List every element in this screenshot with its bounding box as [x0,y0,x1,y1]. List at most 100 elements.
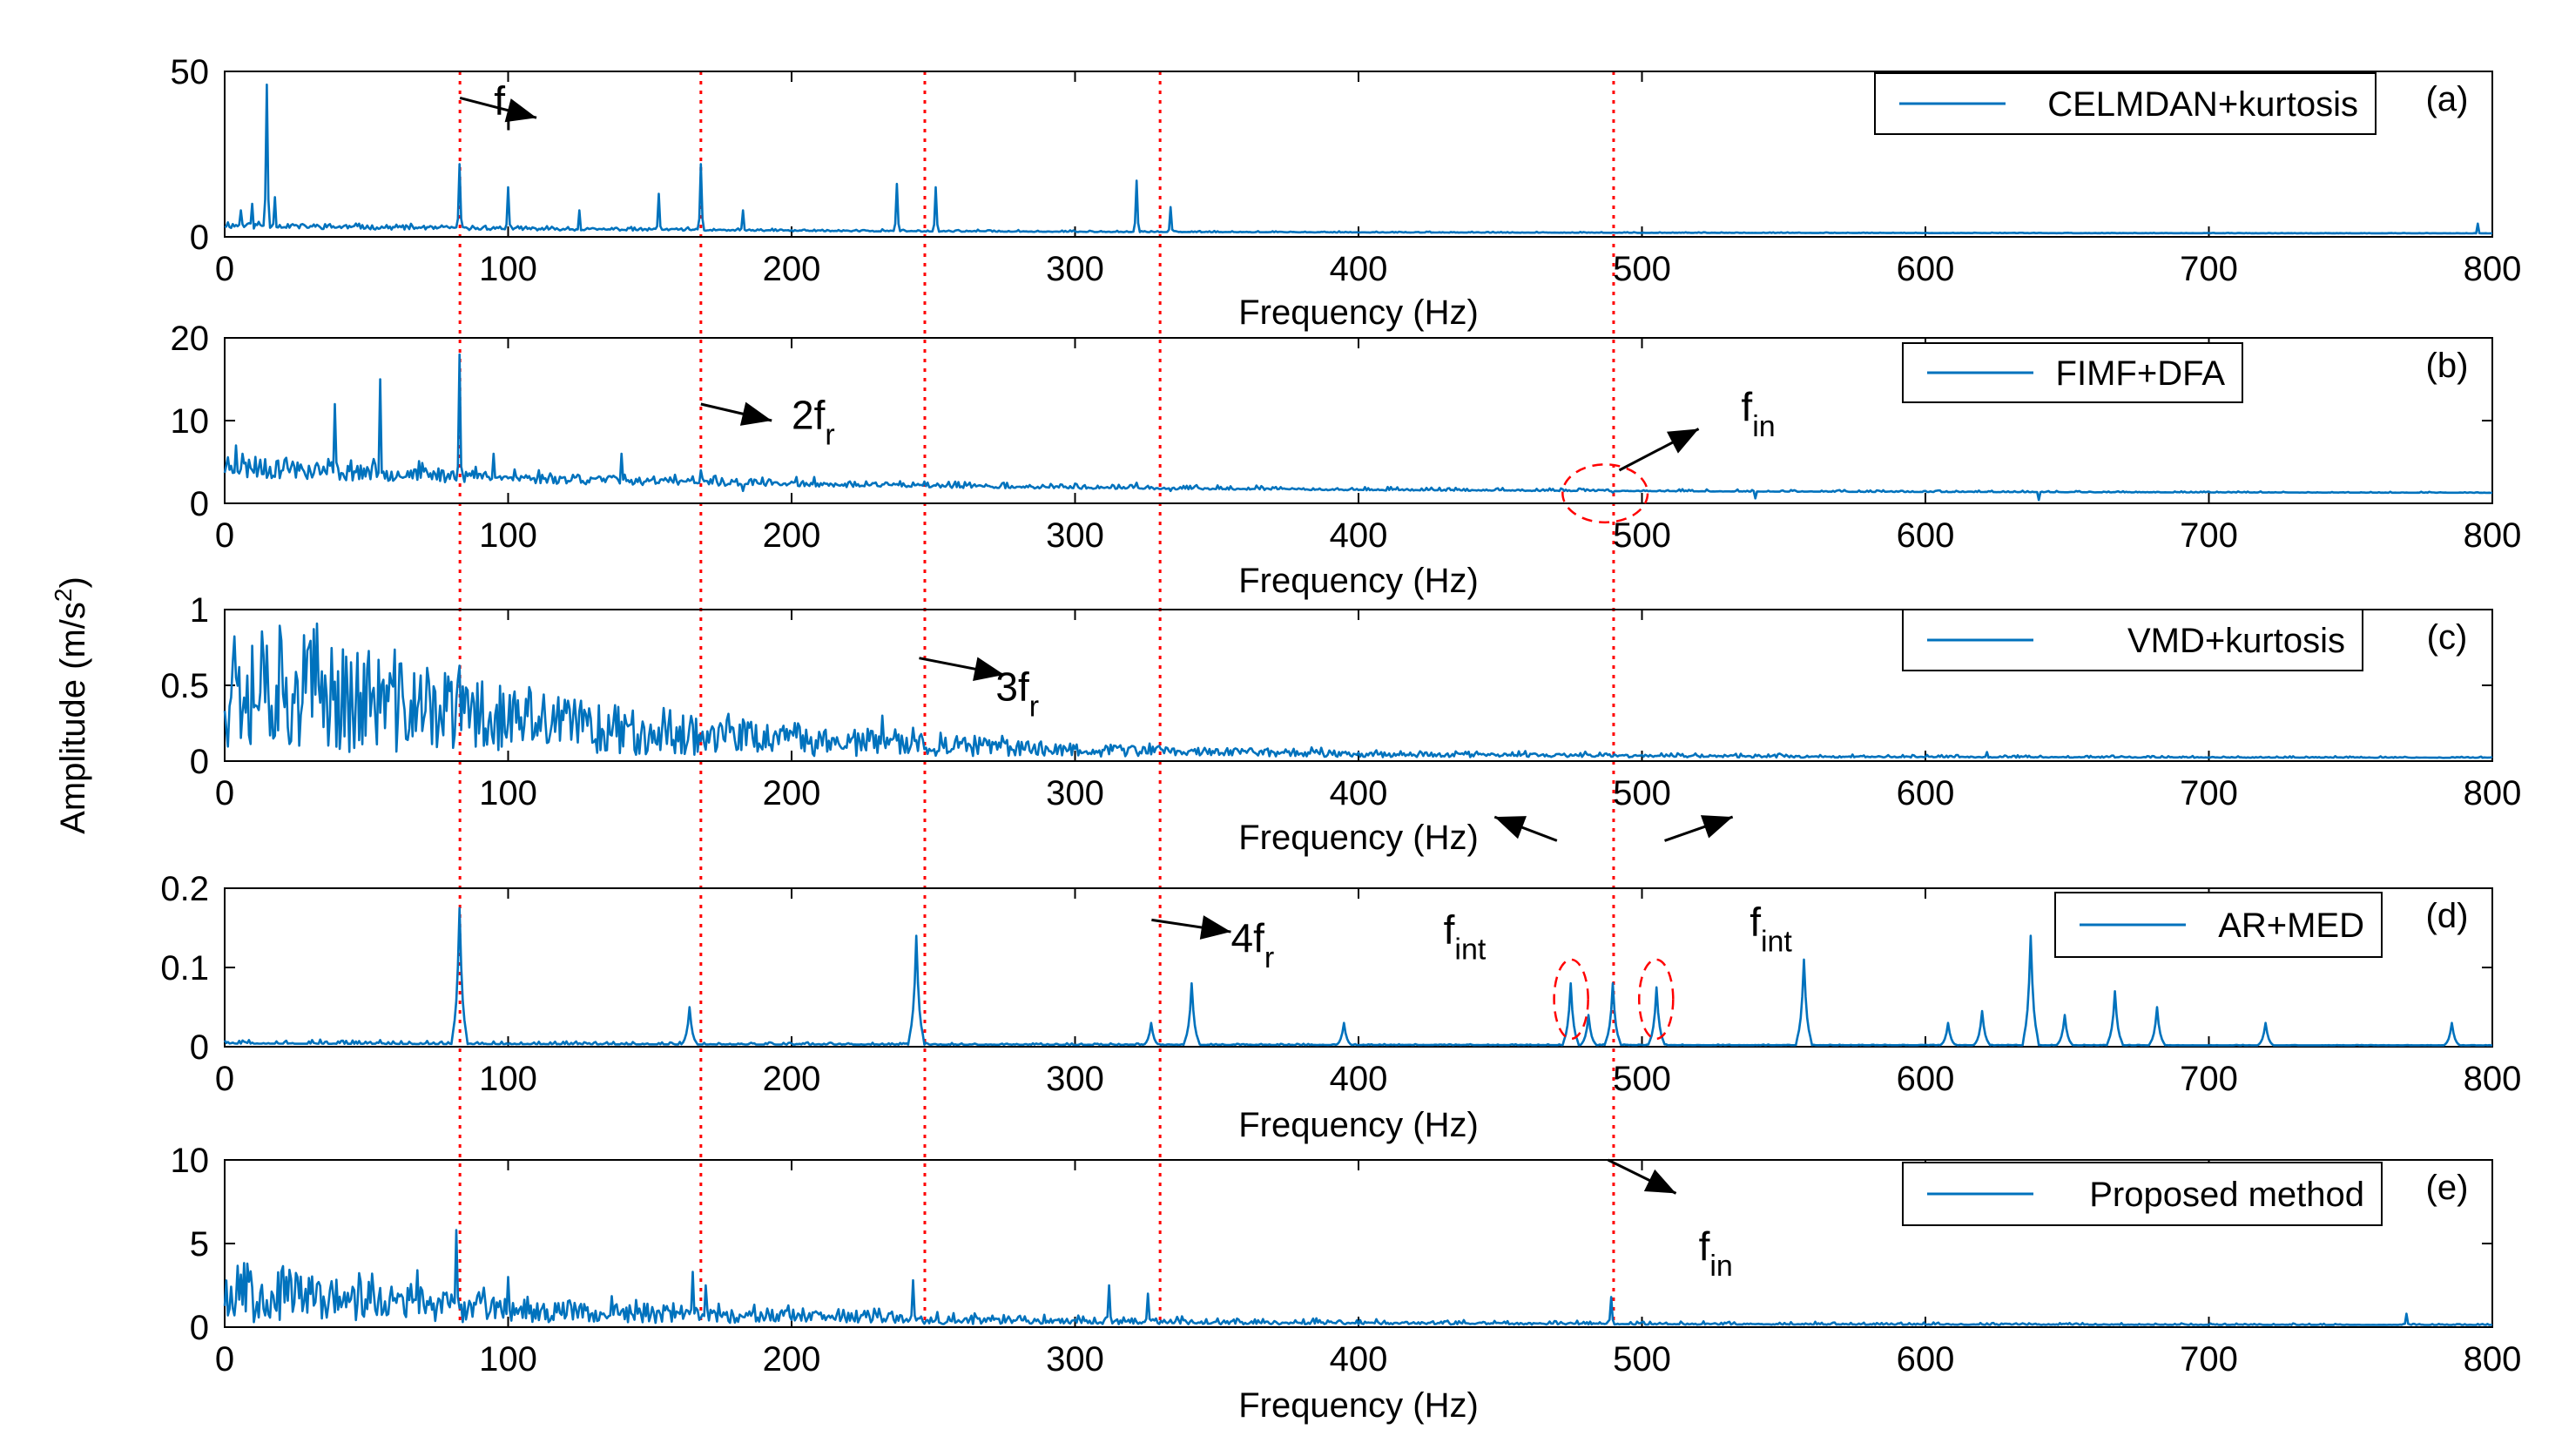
spectrum-series [223,353,2492,502]
annotation-arrowhead [504,98,537,123]
annotation-arrowhead [1700,815,1733,839]
x-tick-label: 800 [2464,1060,2522,1098]
x-tick-label: 300 [1046,516,1104,555]
x-tick-label: 500 [1613,1060,1671,1098]
x-tick-label: 600 [1897,774,1955,812]
y-tick-label: 5 [190,1225,209,1264]
x-axis-label: Frequency (Hz) [1238,1386,1479,1425]
x-tick-label: 600 [1897,250,1955,288]
annotation-label: fin [1741,384,1775,443]
x-tick-label: 700 [2180,516,2238,555]
x-axis-label: Frequency (Hz) [1238,1106,1479,1144]
y-tick-label: 0.2 [160,870,209,908]
x-tick-label: 800 [2464,774,2522,812]
x-tick-label: 400 [1330,774,1388,812]
panel-tag: (d) [2426,897,2469,935]
annotation-label: fint [1444,907,1487,967]
x-tick-label: 300 [1046,1340,1104,1378]
annotation-arrowhead [1199,915,1231,940]
x-tick-label: 600 [1897,516,1955,555]
annotation-label: fr [494,78,515,137]
x-tick-label: 300 [1046,1060,1104,1098]
y-tick-label: 0 [190,743,209,781]
annotation-label: 3fr [995,664,1039,723]
annotation-arrowhead [1666,428,1699,454]
legend-label: Proposed method [2089,1176,2364,1214]
x-tick-label: 200 [763,774,821,812]
panel-tag: (b) [2426,347,2469,385]
y-tick-label: 10 [171,1142,210,1180]
x-tick-label: 300 [1046,774,1104,812]
x-tick-label: 100 [479,1340,537,1378]
x-tick-label: 400 [1330,1060,1388,1098]
x-tick-label: 400 [1330,1340,1388,1378]
panel-tag: (c) [2427,618,2468,657]
y-axis-label-end: ) [54,576,92,588]
spectrum-series [223,907,2493,1047]
x-tick-label: 500 [1613,774,1671,812]
y-tick-label: 1 [190,591,209,630]
x-tick-label: 800 [2464,250,2522,288]
x-tick-label: 300 [1046,250,1104,288]
x-tick-label: 700 [2180,774,2238,812]
annotation-arrowhead [1494,816,1527,839]
x-tick-label: 100 [479,774,537,812]
x-tick-label: 200 [763,1340,821,1378]
x-tick-label: 500 [1613,250,1671,288]
legend-label: FIMF+DFA [2056,354,2226,393]
legend-label: VMD+kurtosis [2127,622,2345,660]
x-tick-label: 500 [1613,1340,1671,1378]
annotation-arrowhead [1643,1169,1676,1194]
spectrum-series [224,83,2492,235]
x-tick-label: 500 [1613,516,1671,555]
annotation-arrowhead [739,401,772,426]
x-tick-label: 200 [763,250,821,288]
y-tick-label: 50 [171,53,210,91]
x-axis-label: Frequency (Hz) [1238,819,1479,857]
y-tick-label: 0 [190,219,209,257]
panel-d: 0 100 200 300 400 500 600 700 800 0 0.1 0.2 Frequenc… [160,815,2521,1144]
red-guide-lines [458,71,1615,1327]
x-tick-label: 700 [2180,1340,2238,1378]
annotation-label: 4fr [1231,915,1275,974]
annotation-label: fin [1699,1223,1733,1283]
highlight-ellipse [1553,958,1589,1041]
x-axis-label: Frequency (Hz) [1238,562,1479,600]
panel-tag: (e) [2426,1169,2469,1207]
x-tick-label: 0 [215,1340,234,1378]
x-tick-label: 0 [215,516,234,555]
panel-tag: (a) [2426,80,2469,118]
y-tick-label: 0.5 [160,667,209,705]
x-tick-label: 400 [1330,250,1388,288]
y-tick-label: 0 [190,1028,209,1067]
x-tick-label: 0 [215,1060,234,1098]
x-tick-label: 100 [479,1060,537,1098]
x-tick-label: 600 [1897,1340,1955,1378]
y-axis-label-sup: 2 [50,589,77,603]
highlight-ellipse [1561,463,1649,524]
legend-label: CELMDAN+kurtosis [2047,85,2358,124]
x-tick-label: 700 [2180,1060,2238,1098]
annotation-arrowhead [973,657,1005,682]
annotation-label: 2fr [792,393,835,452]
y-tick-label: 0 [190,1309,209,1347]
legend-label: AR+MED [2218,907,2364,945]
x-tick-label: 100 [479,250,537,288]
y-tick-label: 20 [171,320,210,358]
x-tick-label: 800 [2464,1340,2522,1378]
x-tick-label: 400 [1330,516,1388,555]
y-tick-label: 0.1 [160,949,209,988]
x-axis-label: Frequency (Hz) [1238,293,1479,332]
x-tick-label: 0 [215,250,234,288]
x-tick-label: 200 [763,516,821,555]
y-axis-label: Amplitude (m/s2) [50,576,93,834]
panel-c: 0 100 200 300 400 500 600 700 800 0 0.5 1 Frequency … [160,591,2521,857]
x-tick-label: 100 [479,516,537,555]
y-axis-label-main: Amplitude (m/s [54,602,92,834]
annotation-label: fint [1750,900,1792,959]
spectrum-series [223,1229,2493,1326]
panel-e: 0 100 200 300 400 500 600 700 800 0 5 10 Frequency (… [171,1142,2522,1425]
y-tick-label: 10 [171,402,210,441]
